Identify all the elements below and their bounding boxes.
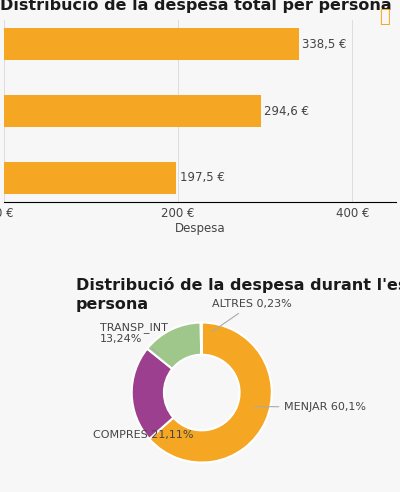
Wedge shape	[149, 323, 272, 462]
Text: 294,6 €: 294,6 €	[264, 104, 309, 118]
Text: 197,5 €: 197,5 €	[180, 172, 224, 184]
Text: ⓘ: ⓘ	[379, 8, 389, 26]
Text: COMPRES 21,11%: COMPRES 21,11%	[93, 430, 194, 443]
X-axis label: Despesa: Despesa	[175, 221, 225, 235]
Text: 338,5 €: 338,5 €	[302, 37, 347, 51]
Bar	[4, 28, 299, 60]
Bar	[4, 95, 261, 127]
Text: MENJAR 60,1%: MENJAR 60,1%	[255, 402, 366, 412]
Wedge shape	[147, 323, 201, 369]
Bar	[4, 162, 176, 194]
Wedge shape	[201, 323, 202, 355]
Text: Distribució de la despesa total per persona: Distribució de la despesa total per pers…	[0, 0, 392, 13]
Text: Distribució de la despesa durant l'estada per
persona: Distribució de la despesa durant l'estad…	[76, 277, 400, 311]
Wedge shape	[132, 349, 174, 439]
Text: ALTRES 0,23%: ALTRES 0,23%	[212, 299, 292, 332]
Text: TRANSP_INT
13,24%: TRANSP_INT 13,24%	[100, 322, 168, 354]
